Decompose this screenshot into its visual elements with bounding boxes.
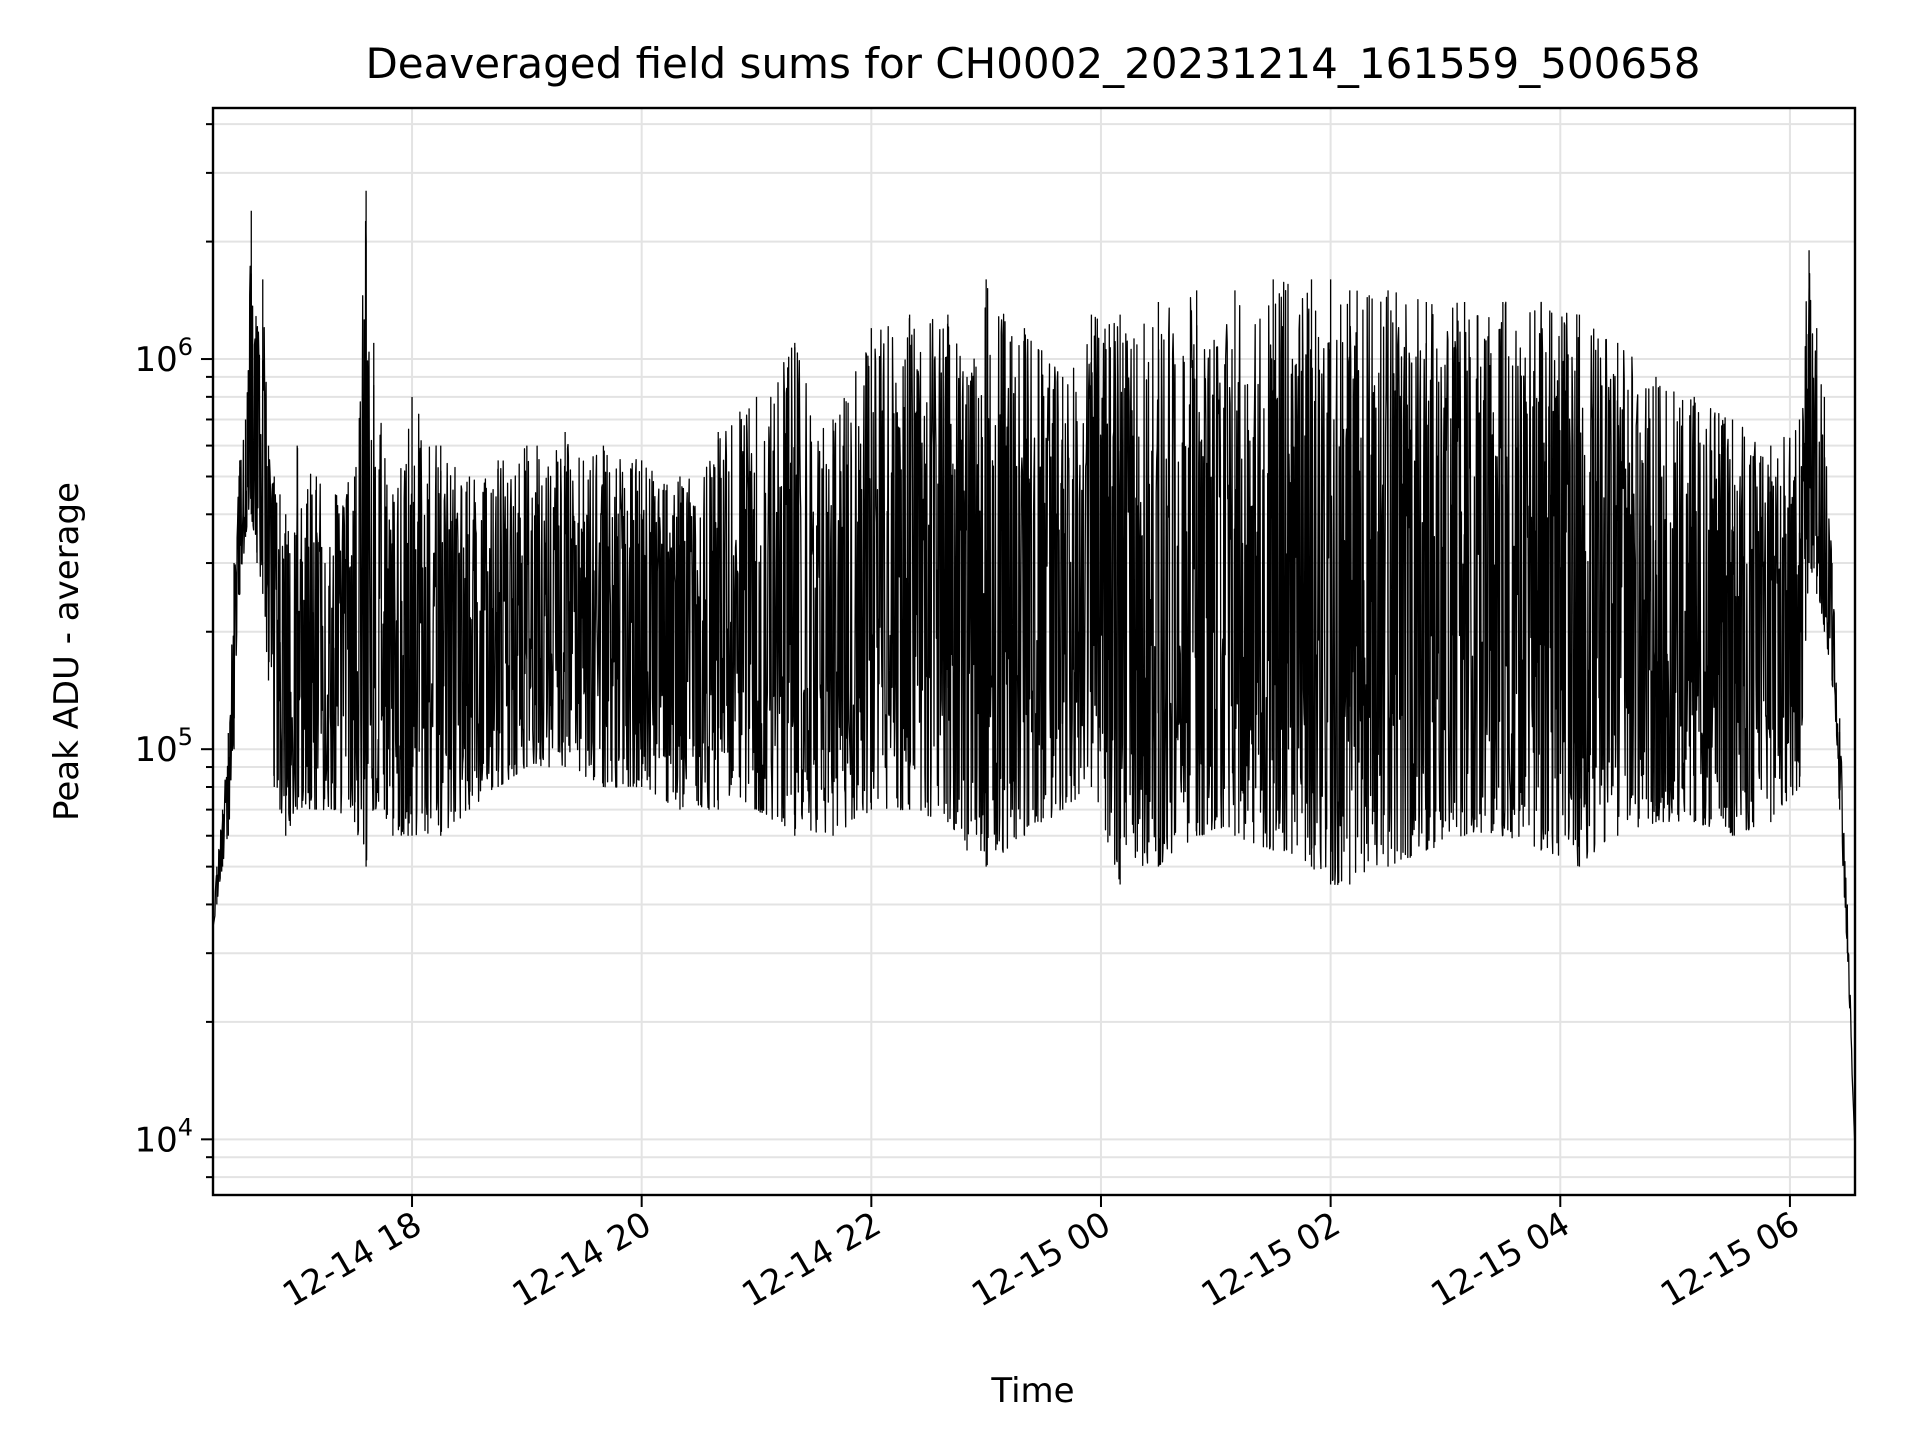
y-tick-label: 106 <box>134 333 193 380</box>
x-axis-label: Time <box>990 1371 1074 1411</box>
series-layer <box>212 190 1856 1149</box>
series-line <box>212 220 1856 1149</box>
y-tick-label: 105 <box>134 723 193 770</box>
chart-title: Deaveraged field sums for CH0002_2023121… <box>365 39 1700 88</box>
y-tick-label: 104 <box>134 1113 193 1160</box>
ticks <box>201 123 1791 1207</box>
plot-frame <box>211 106 1857 1197</box>
y-axis-label: Peak ADU - average <box>47 482 87 821</box>
y-tick-labels: 104 105 106 <box>134 333 193 1160</box>
